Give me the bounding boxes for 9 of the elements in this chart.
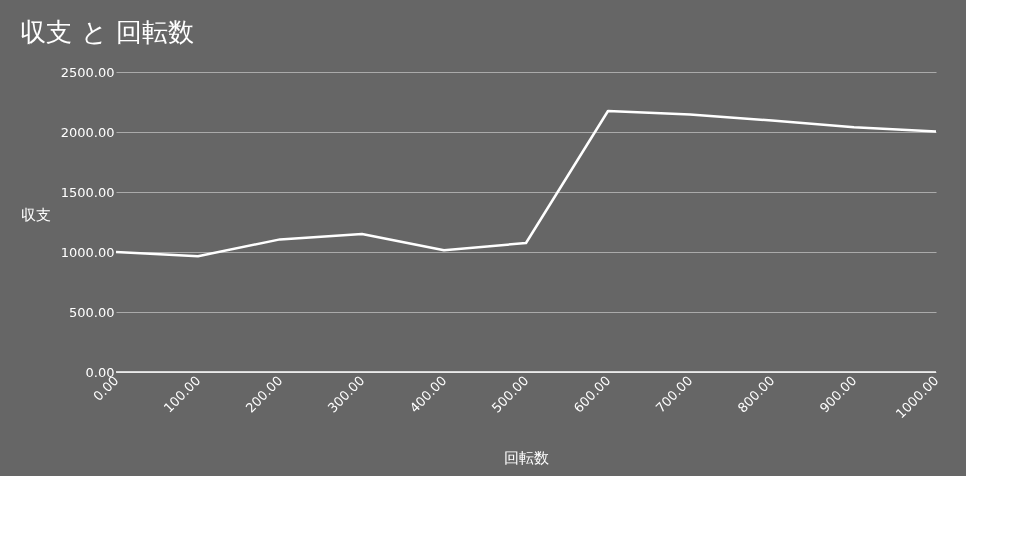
y-tick-label: 1000.00 [60, 244, 115, 260]
chart-title: 収支 と 回転数 [20, 17, 194, 47]
y-axis-title: 収支 [20, 205, 51, 224]
y-tick-label: 2000.00 [60, 124, 115, 140]
y-tick-label: 500.00 [69, 304, 115, 320]
x-axis-title: 回転数 [504, 449, 549, 468]
line-series [114, 109, 938, 258]
y-tick-label: 1500.00 [60, 184, 115, 200]
y-tick-label: 2500.00 [60, 64, 115, 80]
